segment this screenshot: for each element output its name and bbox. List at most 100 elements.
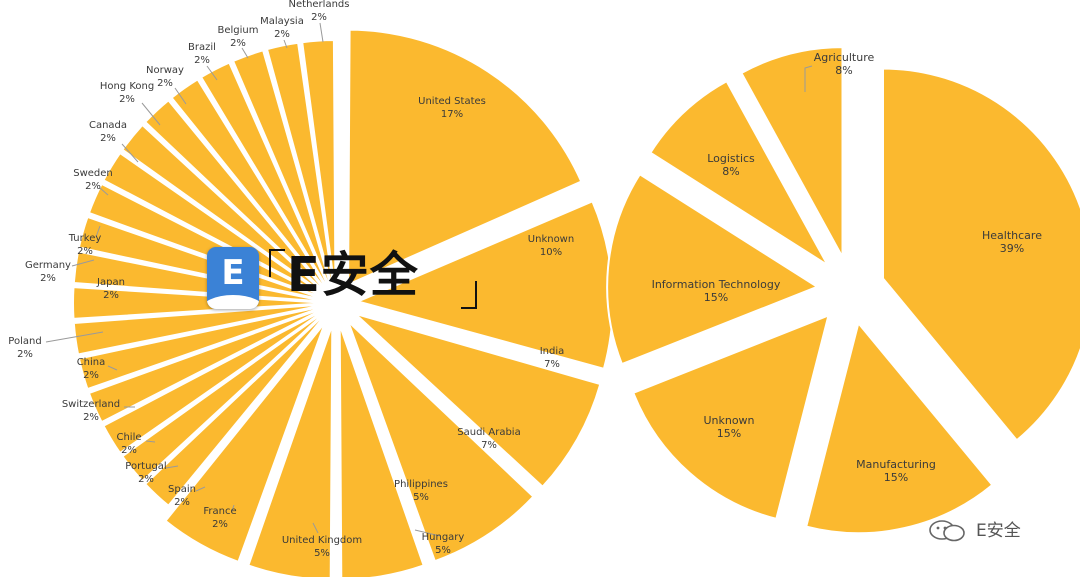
slice-value-hungary: 5% [435, 545, 451, 556]
slice-value-netherlands: 2% [311, 12, 327, 23]
slice-label-india: India [540, 346, 565, 357]
leader-line-malaysia [283, 39, 288, 49]
slice-value-sweden: 2% [85, 181, 101, 192]
pie-slice-united-kingdom [164, 321, 327, 564]
leader-line-portugal [165, 465, 179, 469]
slice-value-agriculture: 8% [835, 64, 852, 77]
pie-slice-norway [170, 78, 333, 298]
leader-line-norway [174, 87, 187, 105]
slice-label-united-kingdom: United Kingdom [282, 535, 362, 546]
slice-label-japan: Japan [96, 277, 125, 288]
slice-value-turkey: 2% [77, 246, 93, 257]
slice-value-united-states: 17% [441, 109, 463, 120]
slice-value-saudi-arabia: 7% [481, 440, 497, 451]
pie-slice-chile [87, 305, 330, 424]
watermark-text: E安全 [976, 521, 1021, 541]
pie-slice-china [72, 303, 329, 356]
bracket-top-left [269, 249, 285, 277]
logo-bracket: E安全 [269, 243, 477, 309]
slice-label-agriculture: Agriculture [814, 51, 875, 64]
slice-label-chile: Chile [116, 432, 141, 443]
leader-line-hong-kong [141, 102, 161, 126]
logo-text: E安全 [287, 247, 419, 303]
pie-slice-logistics [649, 79, 829, 267]
country-pie-chart: United States 17% Unknown 10% India 7% Saudi A… [8, 0, 614, 577]
slice-label-united-states: United States [418, 96, 486, 107]
pie-slice-brazil [199, 61, 334, 297]
slice-label-spain: Spain [168, 484, 196, 495]
pie-slice-sweden [102, 151, 330, 300]
pie-slice-saudi-arabia [347, 320, 535, 563]
slice-label-poland: Poland [8, 336, 41, 347]
cloud-icon [207, 295, 259, 309]
pie-slice-belgium [231, 49, 335, 296]
e-app-icon: E [207, 247, 259, 309]
pie-slice-spain [121, 307, 331, 483]
leader-line-germany [71, 259, 95, 267]
slice-label-hong-kong: Hong Kong [100, 81, 154, 92]
pie-slice-manufacturing [804, 321, 994, 535]
pie-slice-philippines [338, 324, 425, 577]
slice-value-malaysia: 2% [274, 29, 290, 40]
slice-label-china: China [77, 357, 106, 368]
slice-value-healthcare: 39% [1000, 242, 1024, 255]
slice-value-china: 2% [83, 370, 99, 381]
slice-label-information-technology: Information Technology [652, 278, 781, 291]
leader-line-poland [45, 331, 104, 343]
slice-label-philippines: Philippines [394, 479, 448, 490]
leader-line-hungary [414, 529, 441, 537]
leader-line-sweden [99, 187, 109, 196]
slice-value-germany: 2% [40, 273, 56, 284]
pie-slice-hong-kong [143, 98, 332, 298]
slice-value-hong-kong: 2% [119, 94, 135, 105]
wechat-icon [929, 520, 965, 542]
pie-slice-turkey [87, 182, 330, 301]
pie-slice-healthcare [882, 67, 1080, 442]
slice-label-norway: Norway [146, 65, 184, 76]
pie-slice-unknown [632, 313, 830, 521]
slice-value-brazil: 2% [194, 55, 210, 66]
slice-label-france: France [203, 506, 236, 517]
slice-value-japan: 2% [103, 290, 119, 301]
slice-label-brazil: Brazil [188, 42, 216, 53]
leader-line-turkey [95, 225, 101, 238]
slice-value-manufacturing: 15% [884, 471, 908, 484]
leader-line-canada [121, 143, 139, 163]
pie-slice-portugal [102, 306, 330, 455]
slice-label-germany: Germany [25, 260, 71, 271]
pie-slice-germany [77, 215, 329, 302]
slice-label-logistics: Logistics [707, 152, 755, 165]
slice-label-turkey: Turkey [68, 233, 102, 244]
slice-label-canada: Canada [89, 120, 127, 131]
leader-line-spain [195, 486, 206, 492]
slice-value-spain: 2% [174, 497, 190, 508]
slice-value-philippines: 5% [413, 492, 429, 503]
pie-slice-canada [121, 123, 331, 299]
pie-slice-india [354, 312, 602, 489]
logo-letter: E [221, 253, 245, 293]
bracket-bottom-right [461, 281, 477, 309]
slice-value-unknown: 15% [717, 427, 741, 440]
wechat-watermark: E安全 [928, 519, 1058, 543]
slice-value-switzerland: 2% [83, 412, 99, 423]
slice-label-switzerland: Switzerland [62, 399, 120, 410]
pie-slice-hungary [247, 324, 334, 577]
slice-label-saudi-arabia: Saudi Arabia [457, 427, 520, 438]
slice-value-canada: 2% [100, 133, 116, 144]
slice-value-norway: 2% [157, 78, 173, 89]
slice-value-poland: 2% [17, 349, 33, 360]
pie-slice-information-technology [606, 172, 820, 366]
pie-slice-malaysia [265, 41, 336, 296]
leader-line-brazil [206, 65, 218, 81]
slice-value-france: 2% [212, 519, 228, 530]
pie-slice-france [143, 308, 332, 508]
slice-value-unknown: 10% [540, 247, 562, 258]
slice-value-logistics: 8% [722, 165, 739, 178]
slice-label-unknown: Unknown [528, 234, 574, 245]
industry-pie-chart: Healthcare39%Manufacturing15%Unknown15%I… [606, 46, 1080, 535]
slice-label-sweden: Sweden [73, 168, 113, 179]
leader-line-france [231, 504, 235, 512]
slice-label-healthcare: Healthcare [982, 229, 1042, 242]
slice-label-manufacturing: Manufacturing [856, 458, 936, 471]
